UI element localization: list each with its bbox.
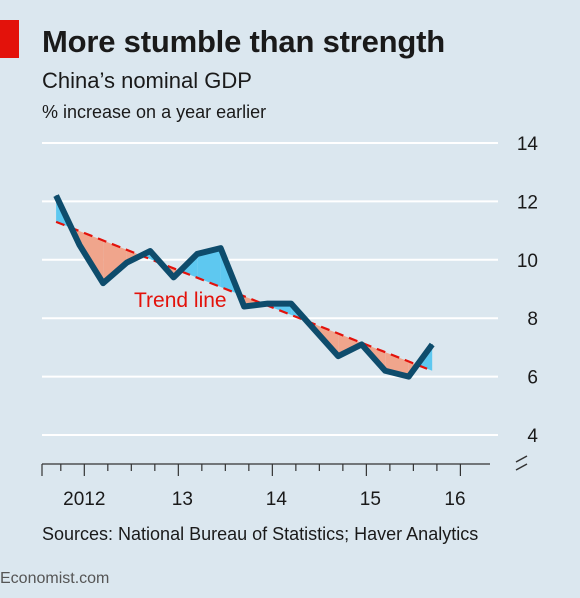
x-tick-label: 14 [266,489,288,510]
data-point [102,282,104,284]
y-tick-label: 10 [517,251,538,272]
data-point [314,329,316,331]
below-trend-area [103,240,127,284]
data-point [220,247,222,249]
data-point [267,303,269,305]
data-point [243,306,245,308]
data-point [173,276,175,278]
axis-break-icon [515,455,528,471]
y-tick-label: 14 [517,134,539,155]
chart-subtitle: China’s nominal GDP [42,68,252,93]
data-point [384,370,386,372]
x-tick-label: 13 [172,489,193,510]
x-tick-label: 16 [444,489,465,510]
source-note: Sources: National Bureau of Statistics; … [42,524,479,544]
data-point [55,195,57,197]
y-tick-label: 8 [527,309,538,330]
above-trend-area [197,248,221,287]
data-point [337,355,339,357]
y-tick-label: 6 [527,368,538,389]
data-point [126,262,128,264]
brand-name: Economist.com [0,570,110,587]
data-point [361,343,363,345]
data-point [196,253,198,255]
brand-tag [0,20,19,58]
chart-title: More stumble than strength [42,24,445,59]
x-tick-label: 15 [360,489,381,510]
y-tick-label: 4 [527,426,538,447]
data-point [408,376,410,378]
data-point [79,244,81,246]
data-point [431,343,433,345]
x-tick-label: 2012 [63,489,105,510]
data-point [290,303,292,305]
trend-line [55,220,433,372]
data-point [149,250,151,252]
chart-units: % increase on a year earlier [42,102,267,122]
y-tick-label: 12 [517,192,538,213]
trend-line-label: Trend line [134,289,227,312]
